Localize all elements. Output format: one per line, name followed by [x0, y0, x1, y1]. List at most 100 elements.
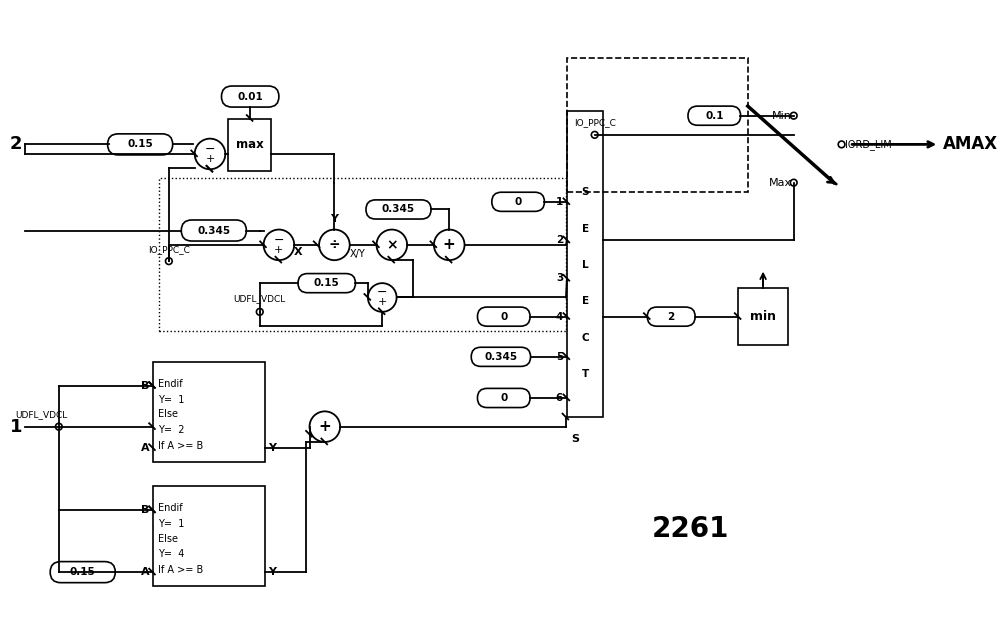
FancyBboxPatch shape — [221, 86, 279, 107]
Text: Y: Y — [330, 214, 338, 224]
Text: Endif: Endif — [158, 503, 183, 513]
Bar — [738, 288, 788, 346]
Text: C: C — [581, 333, 589, 342]
Circle shape — [591, 131, 598, 138]
Text: Y=  4: Y= 4 — [158, 549, 185, 559]
Text: ×: × — [386, 238, 398, 252]
Text: If A >= B: If A >= B — [158, 441, 204, 451]
Text: If A >= B: If A >= B — [158, 565, 204, 575]
Text: T: T — [581, 369, 589, 379]
Text: Y=  2: Y= 2 — [158, 424, 185, 434]
Bar — [567, 58, 748, 193]
Text: 0.345: 0.345 — [197, 225, 230, 236]
Circle shape — [319, 230, 350, 260]
Text: Endif: Endif — [158, 379, 183, 389]
Text: IO_PPC_C: IO_PPC_C — [574, 118, 616, 127]
FancyBboxPatch shape — [181, 220, 246, 241]
Text: +: + — [443, 238, 456, 252]
Text: 5: 5 — [556, 352, 563, 362]
FancyBboxPatch shape — [50, 561, 115, 582]
Text: 0.345: 0.345 — [382, 204, 415, 215]
Bar — [153, 486, 265, 587]
FancyBboxPatch shape — [108, 134, 173, 155]
Bar — [159, 178, 566, 331]
Text: Else: Else — [158, 534, 178, 544]
Text: 4: 4 — [556, 312, 563, 321]
Text: ÷: ÷ — [329, 238, 340, 252]
Text: 2261: 2261 — [652, 515, 729, 543]
Text: 2: 2 — [556, 235, 563, 245]
Text: 3: 3 — [556, 273, 563, 283]
FancyBboxPatch shape — [477, 389, 530, 408]
FancyBboxPatch shape — [477, 307, 530, 326]
Text: 1: 1 — [9, 418, 22, 436]
Text: A: A — [141, 567, 150, 577]
Text: E: E — [582, 223, 589, 234]
Circle shape — [368, 283, 397, 312]
FancyBboxPatch shape — [366, 200, 431, 219]
Text: AMAX: AMAX — [943, 135, 998, 154]
Text: 0.01: 0.01 — [237, 91, 263, 102]
Text: 0: 0 — [500, 312, 507, 321]
Circle shape — [166, 258, 172, 265]
Circle shape — [838, 141, 845, 147]
Text: +: + — [205, 154, 215, 164]
Text: max: max — [236, 138, 264, 151]
Text: A: A — [141, 443, 150, 453]
Text: X/Y: X/Y — [350, 249, 365, 259]
Text: E: E — [582, 296, 589, 306]
Circle shape — [256, 308, 263, 315]
FancyBboxPatch shape — [688, 106, 741, 125]
Text: 2: 2 — [668, 312, 675, 321]
Circle shape — [264, 230, 294, 260]
Text: L: L — [582, 260, 588, 270]
Text: B: B — [141, 381, 150, 391]
Text: 0.345: 0.345 — [484, 352, 517, 362]
Text: −: − — [205, 143, 215, 155]
Text: +: + — [274, 245, 284, 255]
Bar — [567, 111, 603, 417]
Text: IO_PPC_C: IO_PPC_C — [148, 245, 190, 254]
FancyBboxPatch shape — [471, 347, 531, 366]
Circle shape — [310, 412, 340, 442]
Text: Else: Else — [158, 409, 178, 419]
Text: Y=  1: Y= 1 — [158, 395, 185, 405]
Text: 0.15: 0.15 — [314, 278, 340, 288]
FancyBboxPatch shape — [647, 307, 695, 326]
Text: Y=  1: Y= 1 — [158, 520, 185, 529]
Text: UDFL_VDCL: UDFL_VDCL — [234, 294, 286, 303]
Text: S: S — [571, 434, 579, 444]
Text: Y: Y — [268, 443, 276, 453]
Bar — [228, 118, 271, 171]
Text: Min: Min — [772, 110, 792, 121]
Text: 0.15: 0.15 — [127, 139, 153, 149]
Circle shape — [195, 139, 225, 169]
Text: 0.1: 0.1 — [705, 110, 724, 121]
Text: IORD_LIM: IORD_LIM — [845, 139, 892, 150]
Text: min: min — [750, 310, 776, 323]
Text: 6: 6 — [556, 393, 563, 403]
Text: Max: Max — [769, 178, 792, 188]
Text: 0: 0 — [514, 197, 522, 207]
Text: B: B — [141, 505, 150, 515]
Text: Y: Y — [268, 567, 276, 577]
Text: −: − — [274, 234, 284, 247]
Circle shape — [55, 423, 62, 430]
Text: 0.15: 0.15 — [70, 567, 96, 577]
Text: X: X — [294, 247, 303, 257]
Circle shape — [790, 180, 797, 186]
Text: −: − — [377, 286, 387, 299]
Text: +: + — [318, 419, 331, 434]
Text: +: + — [378, 297, 387, 307]
Text: 2: 2 — [9, 135, 22, 154]
FancyBboxPatch shape — [492, 193, 544, 212]
Circle shape — [434, 230, 465, 260]
Text: S: S — [581, 187, 589, 197]
Text: 1: 1 — [556, 197, 563, 207]
Text: 0: 0 — [500, 393, 507, 403]
Text: UDFL_VDCL: UDFL_VDCL — [15, 410, 68, 419]
FancyBboxPatch shape — [298, 273, 355, 292]
Circle shape — [790, 112, 797, 119]
Circle shape — [377, 230, 407, 260]
Bar — [153, 362, 265, 462]
